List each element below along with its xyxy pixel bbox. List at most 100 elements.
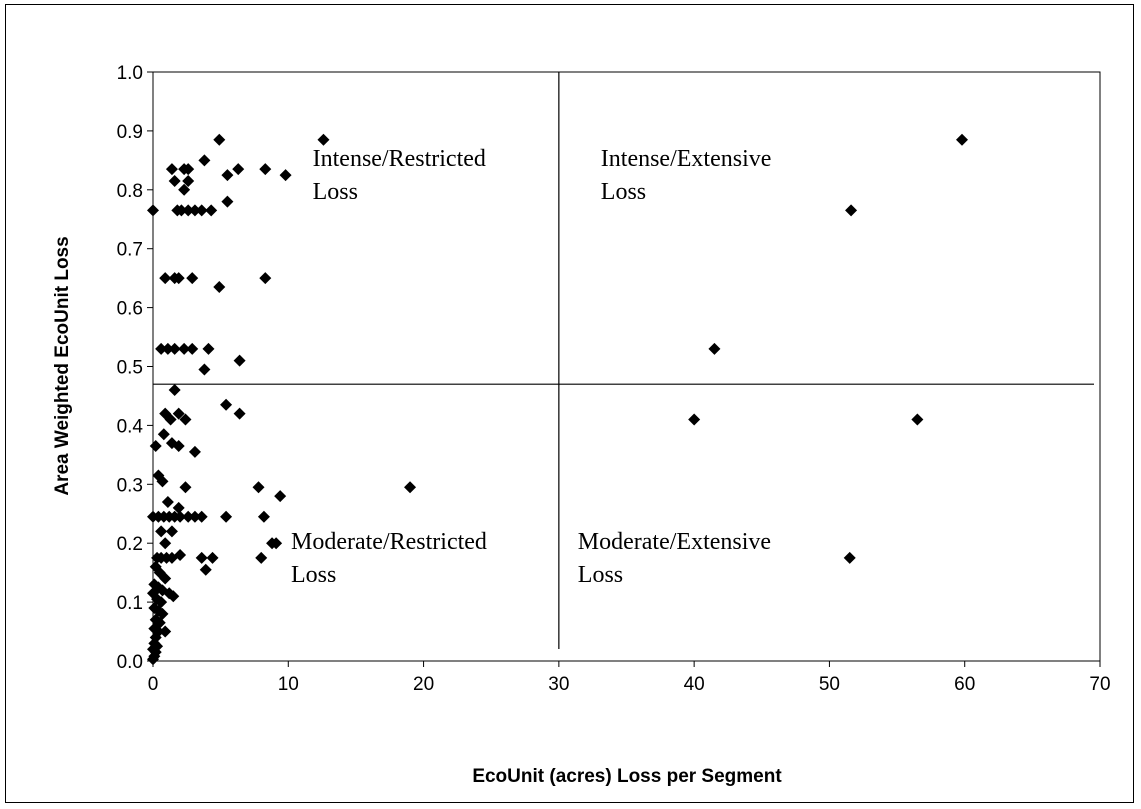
data-point — [147, 653, 159, 666]
data-point — [182, 174, 195, 187]
data-point — [221, 195, 234, 208]
data-point — [165, 551, 178, 564]
data-point — [159, 272, 172, 285]
x-tick-label: 20 — [413, 674, 434, 695]
y-tick-label: 0.0 — [117, 652, 143, 673]
data-point — [168, 384, 181, 397]
data-point — [155, 342, 168, 355]
data-point — [233, 354, 246, 367]
data-point — [213, 280, 226, 293]
data-points — [147, 133, 969, 666]
data-point — [220, 510, 233, 523]
data-point — [255, 551, 268, 564]
data-point — [182, 510, 195, 523]
data-point — [843, 551, 856, 564]
y-axis: 0.0 0.1 0.2 0.3 0.4 0.5 0.6 0.7 0.8 0.9 1.0 — [117, 63, 153, 673]
data-point — [182, 204, 195, 217]
quadrant-dividers — [153, 72, 1094, 649]
data-point — [202, 342, 215, 355]
data-point — [911, 413, 924, 426]
x-tick-label: 10 — [278, 674, 299, 695]
x-tick-label: 50 — [819, 674, 840, 695]
y-tick-label: 0.3 — [117, 475, 143, 496]
x-axis-title: EcoUnit (acres) Loss per Segment — [472, 766, 782, 787]
data-point — [147, 204, 159, 217]
data-point — [199, 563, 212, 576]
y-tick-label: 0.6 — [117, 299, 143, 320]
data-point — [172, 440, 185, 453]
data-point — [168, 272, 181, 285]
data-point — [164, 413, 177, 426]
quadrant-label: Intense/Restricted Loss — [313, 146, 486, 205]
y-tick-label: 0.5 — [117, 358, 143, 379]
data-point — [186, 272, 199, 285]
x-tick-label: 0 — [148, 674, 159, 695]
x-tick-label: 70 — [1089, 674, 1110, 695]
data-point — [232, 163, 245, 176]
data-point — [168, 174, 181, 187]
data-point — [178, 342, 191, 355]
data-point — [195, 551, 208, 564]
y-tick-label: 0.4 — [117, 416, 144, 437]
data-point — [159, 572, 172, 585]
y-tick-label: 1.0 — [117, 63, 143, 84]
data-point — [956, 133, 969, 146]
data-point — [157, 428, 170, 441]
data-point — [233, 407, 246, 420]
data-point — [159, 625, 172, 638]
x-tick-label: 30 — [548, 674, 569, 695]
data-point — [159, 537, 172, 550]
x-tick-label: 40 — [684, 674, 705, 695]
data-point — [317, 133, 330, 146]
quadrant-label-line: Intense/Restricted — [313, 146, 486, 172]
data-point — [155, 596, 168, 609]
quadrant-label: Moderate/Extensive Loss — [578, 529, 771, 588]
data-point — [172, 501, 185, 514]
data-point — [259, 272, 272, 285]
quadrant-label-line: Loss — [291, 562, 336, 588]
y-tick-label: 0.8 — [117, 181, 143, 202]
data-point — [688, 413, 701, 426]
data-point — [161, 342, 174, 355]
quadrant-label-line: Loss — [601, 179, 646, 205]
data-point — [270, 537, 283, 550]
y-tick-label: 0.1 — [117, 593, 143, 614]
y-tick-label: 0.7 — [117, 240, 143, 261]
data-point — [178, 163, 191, 176]
x-tick-label: 60 — [954, 674, 975, 695]
data-point — [213, 133, 226, 146]
y-axis-title: Area Weighted EcoUnit Loss — [52, 236, 73, 495]
quadrant-label-line: Intense/Extensive — [601, 146, 772, 172]
data-point — [165, 525, 178, 538]
data-point — [188, 445, 201, 458]
quadrant-label-line: Moderate/Extensive — [578, 529, 771, 555]
quadrant-label-line: Loss — [578, 562, 623, 588]
data-point — [178, 183, 191, 196]
data-point — [161, 495, 174, 508]
data-point — [221, 169, 234, 182]
data-point — [179, 481, 192, 494]
data-point — [252, 481, 265, 494]
data-point — [188, 204, 201, 217]
data-point — [259, 163, 272, 176]
data-point — [708, 342, 721, 355]
data-point — [206, 551, 219, 564]
data-point — [404, 481, 417, 494]
data-point — [279, 169, 292, 182]
quadrant-label-line: Moderate/Restricted — [291, 529, 487, 555]
data-point — [198, 154, 211, 167]
y-tick-label: 0.2 — [117, 534, 143, 555]
data-point — [165, 163, 178, 176]
data-point — [149, 440, 162, 453]
y-tick-label: 0.9 — [117, 122, 143, 143]
chart-frame — [5, 4, 1134, 803]
data-point — [156, 607, 169, 620]
data-point — [205, 204, 218, 217]
data-point — [198, 363, 211, 376]
data-point — [195, 204, 208, 217]
data-point — [155, 525, 168, 538]
data-point — [186, 342, 199, 355]
quadrant-label-line: Loss — [313, 179, 358, 205]
quadrant-label: Moderate/Restricted Loss — [291, 529, 487, 588]
